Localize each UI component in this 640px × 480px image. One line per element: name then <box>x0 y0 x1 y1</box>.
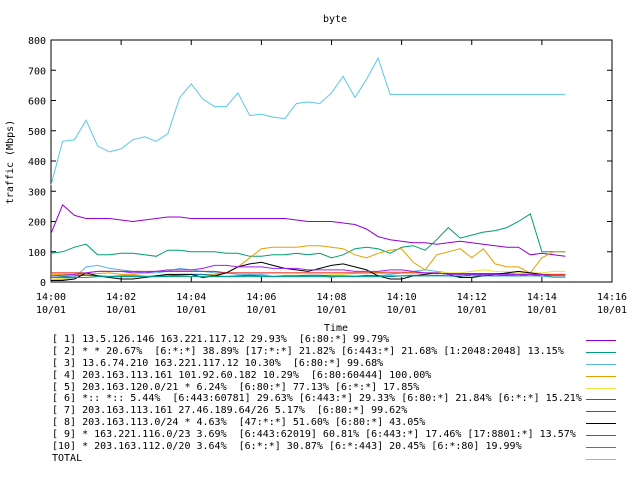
y-tick-label: 700 <box>28 66 46 77</box>
x-tick-date-label: 10/01 <box>36 305 66 316</box>
legend-entry: [ 2] * * 20.67% [6:*:*] 38.89% [17:*:*] … <box>52 346 632 358</box>
legend-swatch <box>586 387 616 389</box>
x-tick-time-label: 14:12 <box>457 292 487 303</box>
y-tick-label: 0 <box>40 278 46 289</box>
legend-entry: [ 4] 203.163.113.161 101.92.60.182 10.29… <box>52 370 632 382</box>
x-tick-time-label: 14:08 <box>316 292 346 303</box>
x-tick-date-label: 10/01 <box>527 305 557 316</box>
plot-frame <box>50 39 613 283</box>
legend-entry: [ 1] 13.5.126.146 163.221.117.12 29.93% … <box>52 334 632 346</box>
legend-swatch <box>586 351 616 353</box>
series-line-11 <box>50 56 566 186</box>
legend-entry: [ 5] 203.163.120.0/21 * 6.24% [6:80:*] 7… <box>52 382 632 394</box>
x-tick-time-label: 14:00 <box>36 292 66 303</box>
x-tick-time-label: 14:04 <box>176 292 206 303</box>
x-tick-time-label: 14:02 <box>106 292 136 303</box>
legend-entry: [ 8] 203.163.113.0/24 * 4.63% [47:*:*] 5… <box>52 417 632 429</box>
legend-entry: [ 6] *:: *:: 5.44% [6:443:60781] 29.63% … <box>52 393 632 405</box>
legend-label: [ 4] 203.163.113.161 101.92.60.182 10.29… <box>52 369 432 381</box>
legend-label: [ 3] 13.6.74.210 163.221.117.12 10.30% [… <box>52 357 384 369</box>
legend-label: [ 6] *:: *:: 5.44% [6:443:60781] 29.63% … <box>52 393 582 405</box>
legend: [ 1] 13.5.126.146 163.221.117.12 29.93% … <box>52 334 632 465</box>
x-axis-ticks: 14:00 10/01 14:02 10/01 14:04 10/01 14:06 10/01… <box>36 40 627 316</box>
x-tick-time-label: 14:16 <box>597 292 627 303</box>
legend-entry: [ 7] 203.163.113.161 27.46.189.64/26 5.1… <box>52 405 632 417</box>
series-line-9 <box>50 264 566 277</box>
y-tick-label: 100 <box>28 248 46 259</box>
x-tick-time-label: 14:10 <box>387 292 417 303</box>
legend-swatch <box>586 340 616 341</box>
series-line-8 <box>51 261 566 281</box>
x-tick-date-label: 10/01 <box>457 305 487 316</box>
x-tick-date-label: 10/01 <box>387 305 417 316</box>
legend-label: [ 2] * * 20.67% [6:*:*] 38.89% [17:*:*] … <box>52 345 564 357</box>
x-tick-date-label: 10/01 <box>246 305 276 316</box>
y-axis-label: traffic (Mbps) <box>5 120 16 204</box>
legend-swatch <box>586 399 616 401</box>
x-tick-date-label: 10/01 <box>176 305 206 316</box>
legend-entry: [10] * 203.163.112.0/20 3.64% [6:*:*] 30… <box>52 441 632 453</box>
y-tick-label: 300 <box>28 187 46 198</box>
legend-label: [ 8] 203.163.113.0/24 * 4.63% [47:*:*] 5… <box>52 417 426 429</box>
y-tick-label: 600 <box>28 97 46 108</box>
legend-entry: [ 9] * 163.221.116.0/23 3.69% [6:443:620… <box>52 429 632 441</box>
legend-swatch <box>586 458 616 460</box>
x-axis-label: Time <box>324 323 348 334</box>
legend-label: [10] * 203.163.112.0/20 3.64% [6:*:*] 30… <box>52 441 522 453</box>
series-line-4 <box>51 245 566 277</box>
y-tick-label: 500 <box>28 127 46 138</box>
legend-label: [ 1] 13.5.126.146 163.221.117.12 29.93% … <box>52 334 390 345</box>
y-axis-ticks: 0 100 200 300 400 500 600 700 800 <box>28 36 612 289</box>
y-tick-label: 200 <box>28 218 46 229</box>
legend-label: [ 7] 203.163.113.161 27.46.189.64/26 5.1… <box>52 405 408 417</box>
legend-swatch <box>586 435 616 437</box>
series-line-2 <box>50 213 566 259</box>
plot-border <box>50 39 613 283</box>
series-line-7 <box>51 270 566 275</box>
y-tick-label: 800 <box>28 36 46 47</box>
legend-swatch <box>586 411 616 413</box>
legend-swatch <box>586 363 616 365</box>
legend-label: [ 9] * 163.221.116.0/23 3.69% [6:443:620… <box>52 429 576 441</box>
legend-label: TOTAL <box>52 452 83 464</box>
y-tick-label: 400 <box>28 157 46 168</box>
legend-swatch <box>586 423 616 425</box>
series-line-1 <box>50 204 566 257</box>
legend-swatch <box>586 447 616 449</box>
series-line-10 <box>51 275 566 278</box>
legend-entry: TOTAL <box>52 453 632 465</box>
x-tick-date-label: 10/01 <box>316 305 346 316</box>
chart-title: byte <box>323 14 347 25</box>
legend-swatch <box>586 375 616 377</box>
x-tick-date-label: 10/01 <box>106 305 136 316</box>
legend-label: [ 5] 203.163.120.0/21 * 6.24% [6:80:*] 7… <box>52 381 420 393</box>
legend-entry: [ 3] 13.6.74.210 163.221.117.12 10.30% [… <box>52 358 632 370</box>
x-tick-time-label: 14:06 <box>246 292 276 303</box>
x-tick-time-label: 14:14 <box>527 292 557 303</box>
series-lines <box>50 56 566 281</box>
x-tick-date-label: 10/01 <box>597 305 627 316</box>
